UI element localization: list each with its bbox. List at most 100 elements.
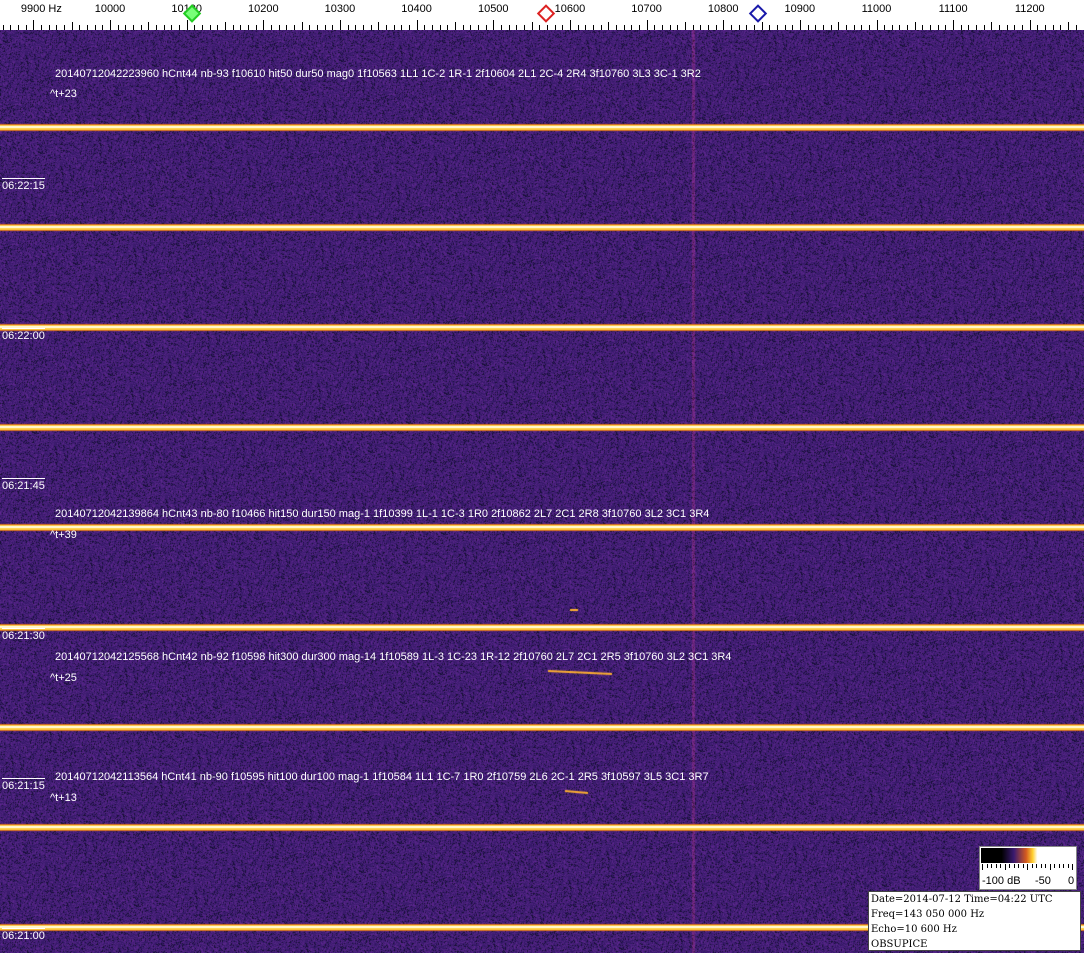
frequency-tick [324,25,326,30]
frequency-tick [48,25,50,30]
frequency-tick [684,22,686,30]
frequency-tick [278,25,280,30]
frequency-tick [930,25,932,30]
frequency-tick [730,25,732,30]
frequency-tick [447,25,449,30]
time-label: 06:21:00 [2,928,45,942]
frequency-tick [408,25,410,30]
frequency-tick [692,25,694,30]
frequency-tick [117,25,119,30]
frequency-tick [201,25,203,30]
time-label: 06:21:15 [2,778,45,792]
frequency-tick [776,25,778,30]
frequency-tick [332,25,334,30]
frequency-tick [983,25,985,30]
frequency-tick [132,25,134,30]
frequency-marker-icon[interactable] [748,4,767,23]
frequency-tick [1037,25,1039,30]
frequency-tick [171,25,173,30]
echo-frequency: Echo=10 600 Hz [871,924,957,935]
frequency-tick [240,25,242,30]
frequency-tick [148,22,150,30]
scale-tick [1067,864,1069,868]
frequency-tick [347,25,349,30]
frequency-marker-icon[interactable] [536,4,556,23]
scale-tick [1022,864,1024,868]
frequency-tick [186,20,188,30]
frequency-tick [286,25,288,30]
frequency-tick [861,25,863,30]
frequency-tick [1068,22,1070,30]
frequency-tick [569,20,571,30]
frequency-tick [232,25,234,30]
frequency-tick-label: 11000 [861,3,892,15]
scale-tick [1027,864,1028,870]
station-name: OBSUPICE [871,939,928,950]
scale-tick [1049,864,1051,870]
frequency-tick [700,25,702,30]
frequency-tick [470,25,472,30]
frequency-tick [654,25,656,30]
frequency-tick [178,25,180,30]
frequency-tick-label: 9900 Hz [20,3,62,15]
frequency-tick [669,25,671,30]
frequency-tick [454,22,456,30]
frequency-tick [991,22,993,30]
frequency-tick [194,25,196,30]
frequency-tick [125,25,127,30]
frequency-tick [462,25,464,30]
frequency-tick [753,25,755,30]
frequency-tick [309,25,311,30]
frequency-tick [723,20,725,30]
frequency-tick [646,20,648,30]
frequency-tick [523,25,525,30]
frequency-tick [707,25,709,30]
frequency-tick [631,25,633,30]
frequency-tick [431,25,433,30]
frequency-tick [263,20,265,30]
frequency-tick [500,25,502,30]
time-offset-label: ^t+23 [50,88,77,100]
frequency-tick [807,25,809,30]
scale-tick [1058,864,1060,868]
scale-tick [1045,864,1046,868]
frequency-tick [1006,25,1008,30]
scale-tick [982,864,983,870]
frequency-tick [1014,25,1016,30]
scale-label: -100 dB [982,875,1021,887]
frequency-tick [638,25,640,30]
frequency-tick [163,25,165,30]
detection-annotation: 20140712042223960 hCnt44 nb-93 f10610 hi… [55,68,701,80]
frequency-tick [546,25,548,30]
scale-tick [1004,864,1006,870]
frequency-tick [293,25,295,30]
time-offset-label: ^t+13 [50,792,77,804]
frequency-tick [539,25,541,30]
scale-tick [986,864,988,868]
frequency-tick [761,22,763,30]
frequency-tick [1045,25,1047,30]
scale-label: -50 [1035,875,1051,887]
frequency-tick [224,22,226,30]
frequency-tick [585,25,587,30]
time-label: 06:21:45 [2,478,45,492]
frequency-tick [884,25,886,30]
frequency-tick [876,20,878,30]
frequency-tick [661,25,663,30]
frequency-tick [600,25,602,30]
frequency-tick [784,25,786,30]
scale-label: 0 [1068,875,1075,887]
time-offset-label: ^t+25 [50,672,77,684]
frequency-tick-label: 10400 [401,3,432,15]
frequency-tick [914,22,916,30]
frequency-tick [301,22,303,30]
detection-annotation: 20140712042125568 hCnt42 nb-92 f10598 hi… [55,651,732,663]
time-label: 06:22:15 [2,178,45,192]
frequency-tick [316,25,318,30]
frequency-tick [845,25,847,30]
frequency-tick [87,25,88,30]
frequency-tick-label: 10500 [477,3,509,15]
frequency-tick [1052,25,1054,30]
frequency-tick-label: 10200 [248,3,279,15]
frequency-tick [1029,20,1031,30]
